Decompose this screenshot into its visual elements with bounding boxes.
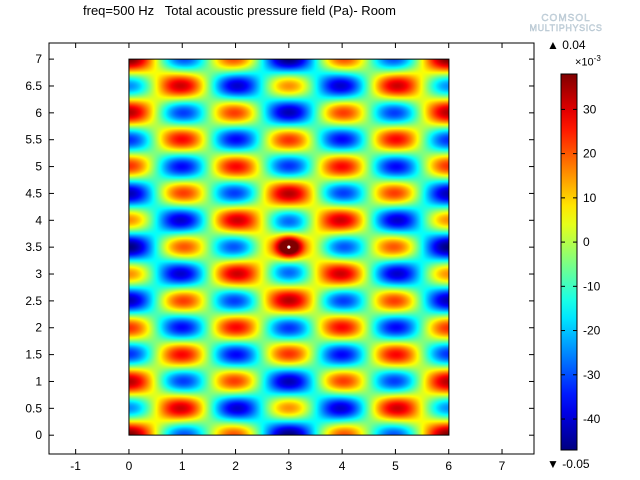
pressure-field xyxy=(128,58,450,436)
y-tick-label: 7 xyxy=(35,52,42,66)
y-tick-label: 5 xyxy=(35,160,42,174)
colorbar-tick-label: -30 xyxy=(583,368,601,382)
x-tick-label: 2 xyxy=(232,459,239,473)
x-tick-label: 7 xyxy=(499,459,506,473)
x-tick-label: 4 xyxy=(339,459,346,473)
colorbar-tick-label: 10 xyxy=(583,191,597,205)
plot-title: freq=500 Hz Total acoustic pressure fiel… xyxy=(83,3,396,18)
logo-line2: MULTIPHYSICS xyxy=(529,23,602,33)
x-axis: -1 0 1 2 3 4 5 6 7 xyxy=(70,43,506,473)
colorbar-tick-label: -20 xyxy=(583,324,601,338)
colorbar-tick-label: 30 xyxy=(583,102,597,116)
x-tick-label: 5 xyxy=(392,459,399,473)
colorbar-min-label: ▼ -0.05 xyxy=(547,457,590,471)
field-boundary xyxy=(128,58,450,436)
y-tick-label: 6 xyxy=(35,106,42,120)
colorbar-max-label: ▲ 0.04 xyxy=(547,38,586,52)
y-tick-label: 0.5 xyxy=(25,401,42,415)
colorbar-tick-label: -10 xyxy=(583,279,601,293)
colorbar: 30 20 10 0 -10 -20 -30 -40 xyxy=(560,73,601,451)
x-tick-label: -1 xyxy=(70,459,81,473)
y-tick-label: 3.5 xyxy=(25,240,42,254)
x-tick-label: 1 xyxy=(179,459,186,473)
colorbar-multiplier: ×10-3 xyxy=(575,54,601,69)
colorbar-tick-label: 20 xyxy=(583,147,597,161)
y-tick-label: 4.5 xyxy=(25,186,42,200)
y-tick-label: 1.5 xyxy=(25,348,42,362)
logo-line1: COMSOL xyxy=(541,13,590,24)
axes-frame xyxy=(48,42,535,455)
source-point-marker xyxy=(287,245,291,249)
comsol-logo: COMSOL MULTIPHYSICS xyxy=(508,11,618,33)
colorbar-tick-label: -40 xyxy=(583,412,601,426)
colorbar-multiplier-exponent: -3 xyxy=(593,54,601,63)
y-tick-label: 4 xyxy=(35,213,42,227)
y-axis: 0 0.5 1 1.5 2 2.5 3 3.5 4 4.5 5 5.5 6 6.5 7 xyxy=(25,52,534,442)
y-tick-label: 2 xyxy=(35,321,42,335)
x-tick-label: 6 xyxy=(445,459,452,473)
y-tick-label: 6.5 xyxy=(25,79,42,93)
x-tick-label: 0 xyxy=(126,459,133,473)
y-tick-label: 3 xyxy=(35,267,42,281)
y-tick-label: 0 xyxy=(35,428,42,442)
y-tick-label: 2.5 xyxy=(25,294,42,308)
colorbar-bar xyxy=(560,73,578,451)
comsol-logo-mark: COMSOL MULTIPHYSICS xyxy=(529,13,602,33)
x-tick-label: 3 xyxy=(285,459,292,473)
colorbar-tick-label: 0 xyxy=(583,235,590,249)
y-tick-label: 1 xyxy=(35,374,42,388)
colorbar-multiplier-base: ×10 xyxy=(575,56,594,69)
y-tick-label: 5.5 xyxy=(25,133,42,147)
